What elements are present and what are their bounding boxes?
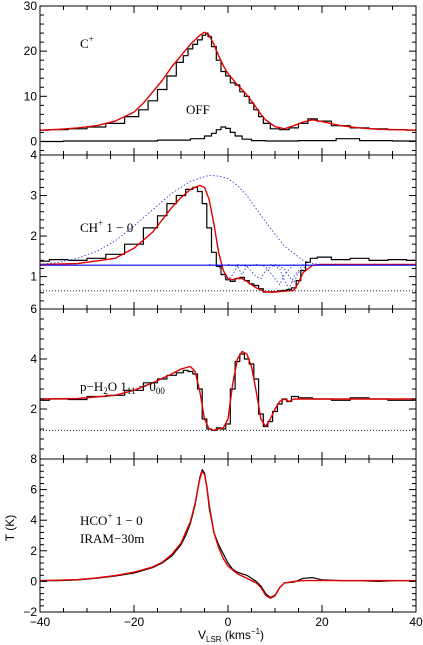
panel-top: 0 10 20 30 C+ OFF [24,0,417,156]
series-model-1 [40,184,416,293]
x-tick-label: 0 [225,615,232,629]
label-subscript: 00 [156,386,166,396]
series-off-2 [40,126,416,143]
x-axis-label-unit: (kms [222,628,251,642]
panel-label-hco: HCO+ 1 − 0 [80,511,143,528]
series-model-1 [40,350,416,431]
y-tick-label: 2 [30,402,37,416]
annotation-off: OFF [186,102,210,117]
label-part: 1 − 0 [103,220,133,235]
panel-label-h2o: p−H2O 111 − 000 [80,379,165,396]
y-tick-label: 4 [30,148,37,162]
x-tick-label: −20 [124,615,145,629]
series-observed-0 [40,32,416,131]
series-observed-0 [40,186,416,293]
y-tick-label: 0 [30,134,37,148]
y-tick-label: 8 [30,452,37,466]
y-tick-label: 20 [24,44,38,58]
x-tick-label: −40 [30,615,51,629]
label-part: 1 − 0 [113,513,143,528]
x-tick-label: 40 [409,615,423,629]
label-part: − 0 [136,379,156,394]
label-part: O 1 [108,379,127,394]
x-tick-label: 20 [315,615,329,629]
label-subscript: 11 [127,386,136,396]
label-part: C [80,36,89,51]
series-absorption-6 [256,263,295,286]
label-superscript: + [107,511,112,521]
series-absorption-7 [270,263,304,290]
plot-area [40,174,416,293]
panel-label-top: C+ [80,34,94,51]
series-absorption-3 [209,263,247,281]
y-tick-label: 0 [30,574,37,588]
label-part: p−H [80,379,103,394]
y-tick-label: 6 [30,302,37,316]
label-part: HCO [80,513,107,528]
panel-frame [39,5,417,156]
plot-area [40,350,416,431]
label-part: CH [80,220,98,235]
series-observed-0 [40,353,416,431]
y-tick-label: 3 [30,189,37,203]
x-axis-label-close: ) [260,628,264,642]
x-axis-label: VLSR (kms−1) [198,627,264,644]
panel-label-ch: CH+ 1 − 0 [80,218,133,235]
series-model-1 [40,31,416,131]
x-axis-label-unit-exponent: −1 [251,627,261,636]
panel-label-telescope: IRAM−30m [80,531,144,546]
panel-ch: 1 2 3 4 CH+ 1 − 0 [30,148,417,310]
y-tick-label: 30 [24,0,38,13]
plot-area [40,469,416,599]
label-subscript: 2 [103,386,108,396]
series-absorption-4 [227,263,257,276]
y-tick-label: 2 [30,544,37,558]
label-superscript: + [89,34,94,44]
x-axis-label-subscript: LSR [206,635,222,644]
label-superscript: + [98,218,103,228]
y-tick-label: 10 [24,89,38,103]
y-axis-label: T (K) [3,515,17,541]
series-model-1 [40,470,416,599]
series-absorption-5 [237,263,276,280]
x-axis-label-main: V [198,628,206,642]
plot-area [40,31,416,143]
y-tick-label: 6 [30,483,37,497]
y-tick-label: 1 [30,270,37,284]
y-tick-label: −2 [23,605,37,619]
y-tick-label: 2 [30,229,37,243]
y-tick-label: 4 [30,513,37,527]
y-tick-label: 4 [30,352,37,366]
